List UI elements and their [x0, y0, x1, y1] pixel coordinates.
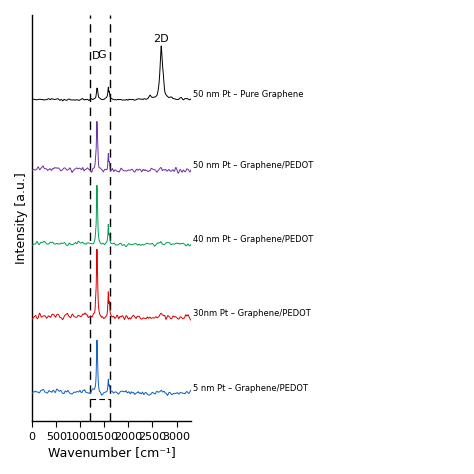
- Text: 5 nm Pt – Graphene/PEDOT: 5 nm Pt – Graphene/PEDOT: [193, 384, 309, 393]
- Y-axis label: Intensity [a.u.]: Intensity [a.u.]: [15, 173, 28, 264]
- Text: 50 nm Pt – Graphene/PEDOT: 50 nm Pt – Graphene/PEDOT: [193, 162, 314, 171]
- Text: 30nm Pt – Graphene/PEDOT: 30nm Pt – Graphene/PEDOT: [193, 309, 311, 318]
- Text: D: D: [92, 52, 100, 62]
- Text: 50 nm Pt – Pure Graphene: 50 nm Pt – Pure Graphene: [193, 90, 304, 99]
- Text: 40 nm Pt – Graphene/PEDOT: 40 nm Pt – Graphene/PEDOT: [193, 235, 314, 244]
- Text: G: G: [97, 49, 106, 60]
- X-axis label: Wavenumber [cm⁻¹]: Wavenumber [cm⁻¹]: [48, 446, 175, 459]
- Text: 2D: 2D: [153, 34, 169, 44]
